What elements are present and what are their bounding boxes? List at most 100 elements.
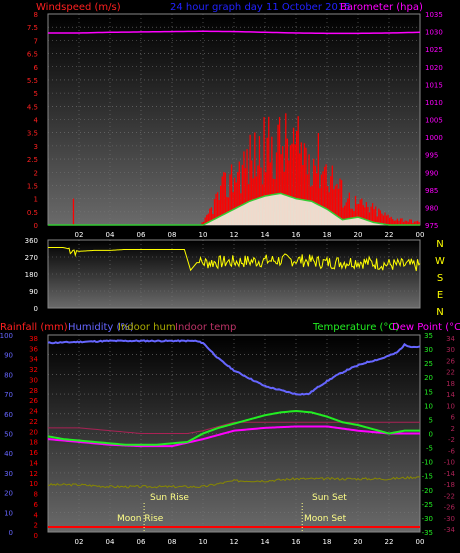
barometer-tick-label: 1010 xyxy=(425,99,443,107)
sun-set-label: Sun Set xyxy=(312,493,347,503)
indoor-temp-tick-label: 34 xyxy=(446,335,455,343)
indoor-temp-tick-label: -22 xyxy=(444,492,455,500)
humidity-tick-label: 90 xyxy=(4,352,13,360)
indoor-temp-tick-label: -10 xyxy=(444,459,455,467)
indoor-temp-tick-label: 6 xyxy=(451,414,456,422)
x-axis-tick-label: 08 xyxy=(168,231,177,239)
indoor-temp-tick-label: -34 xyxy=(444,526,456,534)
page-title: 24 hour graph day 11 October 2015 xyxy=(170,2,351,13)
rainfall-tick-label: 36 xyxy=(29,345,38,353)
indoor-temp-tick-label: 18 xyxy=(446,380,455,388)
windspeed-tick-label: 1 xyxy=(34,196,38,204)
humidity-tick-label: 0 xyxy=(9,529,13,537)
humidity-tick-label: 100 xyxy=(0,332,13,340)
rainfall-tick-label: 4 xyxy=(34,511,39,519)
x-axis-tick-label: 18 xyxy=(323,538,332,546)
windspeed-tick-label: 5 xyxy=(34,90,38,98)
barometer-tick-label: 1000 xyxy=(425,134,443,142)
direction-tick-label: 90 xyxy=(29,288,38,296)
rainfall-tick-label: 18 xyxy=(29,439,38,447)
windspeed-tick-label: 6.5 xyxy=(27,51,38,59)
rainfall-tick-label: 10 xyxy=(29,480,38,488)
compass-label: S xyxy=(437,273,443,284)
x-axis-tick-label: 04 xyxy=(106,538,115,546)
wind-speed-bar xyxy=(384,212,385,225)
temperature-tick-label: 20 xyxy=(424,374,433,382)
rainfall-tick-label: 30 xyxy=(29,376,38,384)
wind-speed-bar xyxy=(409,219,410,225)
humidity-tick-label: 30 xyxy=(4,470,13,478)
barometer-tick-label: 1025 xyxy=(425,46,443,54)
x-axis-tick-label: 12 xyxy=(230,538,239,546)
windspeed-tick-label: 8 xyxy=(34,11,38,19)
x-axis-tick-label: 20 xyxy=(354,538,363,546)
temperature-tick-label: 35 xyxy=(424,332,433,340)
indoor-temp-tick-label: 10 xyxy=(446,402,455,410)
wind-speed-bar xyxy=(397,219,398,225)
temperature-tick-label: 25 xyxy=(424,360,433,368)
barometer-tick-label: 990 xyxy=(425,169,438,177)
direction-tick-label: 360 xyxy=(25,237,38,245)
wind-speed-bar xyxy=(386,216,387,225)
temperature-tick-label: 30 xyxy=(424,346,433,354)
indoor-temp-tick-label: -6 xyxy=(448,447,456,455)
humidity-tick-label: 10 xyxy=(4,509,13,517)
indoor-temp-tick-label: -18 xyxy=(444,481,455,489)
barometer-tick-label: 1020 xyxy=(425,64,443,72)
compass-label: N xyxy=(436,307,443,318)
temperature-tick-label: 0 xyxy=(429,431,433,439)
wind-speed-bar xyxy=(389,218,390,225)
x-axis-tick-label: 02 xyxy=(75,538,84,546)
x-axis-tick-label: 06 xyxy=(137,538,146,546)
x-axis-tick-label: 16 xyxy=(292,538,301,546)
humidity-tick-label: 70 xyxy=(4,391,13,399)
barometer-tick-label: 1035 xyxy=(425,11,443,19)
direction-tick-label: 180 xyxy=(25,271,38,279)
windspeed-tick-label: 0.5 xyxy=(27,209,38,217)
wind-speed-bar xyxy=(73,199,74,225)
barometer-tick-label: 995 xyxy=(425,152,438,160)
temperature-tick-label: 5 xyxy=(429,416,433,424)
windspeed-tick-label: 2.5 xyxy=(27,156,38,164)
indoor-hum-label: Indoor hum xyxy=(118,322,176,333)
indoor-temp-tick-label: 2 xyxy=(451,425,455,433)
indoor-temp-tick-label: 30 xyxy=(446,346,455,354)
indoor-temp-tick-label: 14 xyxy=(446,391,455,399)
x-axis-tick-label: 10 xyxy=(199,538,208,546)
windspeed-tick-label: 2 xyxy=(34,169,38,177)
direction-tick-label: 0 xyxy=(34,305,38,313)
humidity-tick-label: 20 xyxy=(4,490,13,498)
humidity-tick-label: 40 xyxy=(4,450,13,458)
windspeed-tick-label: 7.5 xyxy=(27,24,38,32)
rainfall-tick-label: 8 xyxy=(34,491,38,499)
rainfall-tick-label: 16 xyxy=(29,449,38,457)
x-axis-tick-label: 04 xyxy=(106,231,115,239)
rainfall-tick-label: 12 xyxy=(29,470,38,478)
wind-speed-bar xyxy=(392,219,393,225)
temperature-tick-label: -20 xyxy=(422,487,433,495)
barometer-tick-label: 1005 xyxy=(425,117,443,125)
temperature-tick-label: -25 xyxy=(422,501,433,509)
rainfall-tick-label: 22 xyxy=(29,418,38,426)
x-axis-tick-label: 20 xyxy=(354,231,363,239)
humidity-tick-label: 60 xyxy=(4,411,13,419)
temperature-tick-label: -5 xyxy=(426,445,433,453)
wind-speed-bar xyxy=(411,220,412,225)
rainfall-tick-label: 38 xyxy=(29,335,38,343)
barometer-axis-label: Barometer (hpa) xyxy=(340,2,423,13)
windspeed-tick-label: 3 xyxy=(34,143,38,151)
temperature-label: Temperature (°C) xyxy=(312,322,399,333)
temperature-tick-label: 10 xyxy=(424,402,433,410)
barometer-tick-label: 980 xyxy=(425,204,438,212)
indoor-temp-tick-label: 26 xyxy=(446,357,455,365)
compass-label: W xyxy=(435,256,445,267)
x-axis-tick-label: 12 xyxy=(230,231,239,239)
windspeed-tick-label: 6 xyxy=(34,64,39,72)
barometer-tick-label: 975 xyxy=(425,222,438,230)
windspeed-tick-label: 4.5 xyxy=(27,103,38,111)
indoor-temp-tick-label: 22 xyxy=(446,369,455,377)
wind-speed-bar xyxy=(391,217,392,225)
windspeed-tick-label: 1.5 xyxy=(27,182,38,190)
x-axis-tick-label: 06 xyxy=(137,231,146,239)
